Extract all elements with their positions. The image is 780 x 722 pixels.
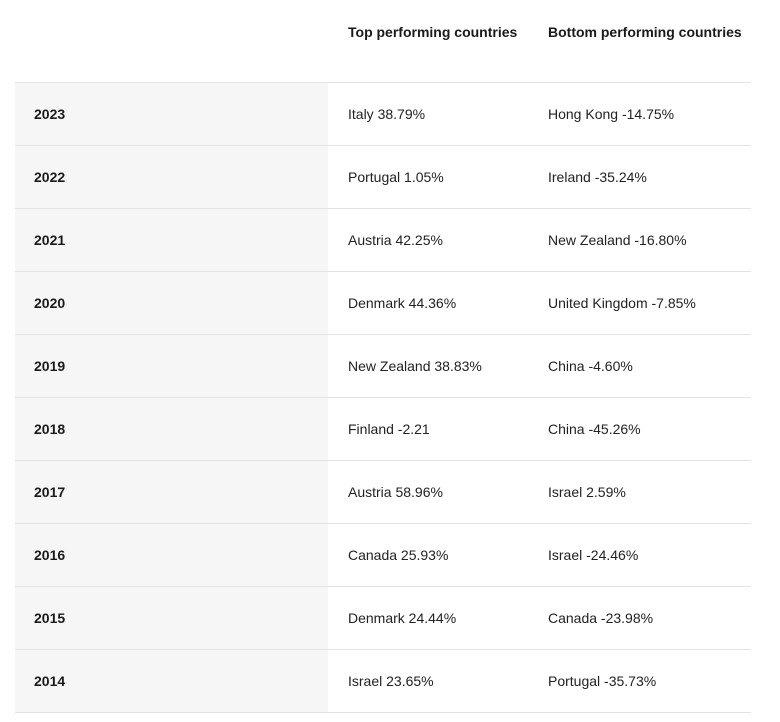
header-bottom-performing: Bottom performing countries (548, 24, 742, 40)
year-cell: 2022 (15, 146, 328, 208)
year-cell: 2014 (15, 650, 328, 712)
top-country-cell: Canada 25.93% (348, 547, 449, 563)
year-cell: 2017 (15, 461, 328, 523)
year-cell: 2015 (15, 587, 328, 649)
year-cell: 2016 (15, 524, 328, 586)
table-row: 2016 Canada 25.93% Israel -24.46% (15, 524, 751, 587)
bottom-country-cell: New Zealand -16.80% (548, 232, 687, 248)
table-row: 2019 New Zealand 38.83% China -4.60% (15, 335, 751, 398)
top-country-cell: Austria 58.96% (348, 484, 443, 500)
year-cell: 2023 (15, 83, 328, 145)
top-country-cell: Denmark 24.44% (348, 610, 457, 626)
bottom-country-cell: Ireland -35.24% (548, 169, 647, 185)
table-row: 2023 Italy 38.79% Hong Kong -14.75% (15, 83, 751, 146)
bottom-country-cell: United Kingdom -7.85% (548, 295, 696, 311)
header-top-performing: Top performing countries (348, 24, 518, 40)
table-body: 2023 Italy 38.79% Hong Kong -14.75% 2022… (15, 83, 751, 713)
table-row: 2020 Denmark 44.36% United Kingdom -7.85… (15, 272, 751, 335)
bottom-country-cell: Israel 2.59% (548, 484, 626, 500)
top-country-cell: Portugal 1.05% (348, 169, 444, 185)
country-performance-table: Top performing countries Bottom performi… (15, 0, 751, 713)
table-row: 2018 Finland -2.21 China -45.26% (15, 398, 751, 461)
top-country-cell: Austria 42.25% (348, 232, 443, 248)
table-row: 2022 Portugal 1.05% Ireland -35.24% (15, 146, 751, 209)
table-row: 2015 Denmark 24.44% Canada -23.98% (15, 587, 751, 650)
top-country-cell: New Zealand 38.83% (348, 358, 482, 374)
table-row: 2017 Austria 58.96% Israel 2.59% (15, 461, 751, 524)
top-country-cell: Finland -2.21 (348, 421, 430, 437)
bottom-country-cell: Portugal -35.73% (548, 673, 657, 689)
year-cell: 2021 (15, 209, 328, 271)
year-cell: 2020 (15, 272, 328, 334)
table-row: 2014 Israel 23.65% Portugal -35.73% (15, 650, 751, 713)
header-year (15, 0, 328, 82)
year-cell: 2019 (15, 335, 328, 397)
bottom-country-cell: China -4.60% (548, 358, 633, 374)
top-country-cell: Israel 23.65% (348, 673, 434, 689)
bottom-country-cell: China -45.26% (548, 421, 641, 437)
year-cell: 2018 (15, 398, 328, 460)
table-header-row: Top performing countries Bottom performi… (15, 0, 751, 83)
bottom-country-cell: Israel -24.46% (548, 547, 639, 563)
table-row: 2021 Austria 42.25% New Zealand -16.80% (15, 209, 751, 272)
top-country-cell: Italy 38.79% (348, 106, 426, 122)
top-country-cell: Denmark 44.36% (348, 295, 457, 311)
bottom-country-cell: Canada -23.98% (548, 610, 654, 626)
bottom-country-cell: Hong Kong -14.75% (548, 106, 675, 122)
